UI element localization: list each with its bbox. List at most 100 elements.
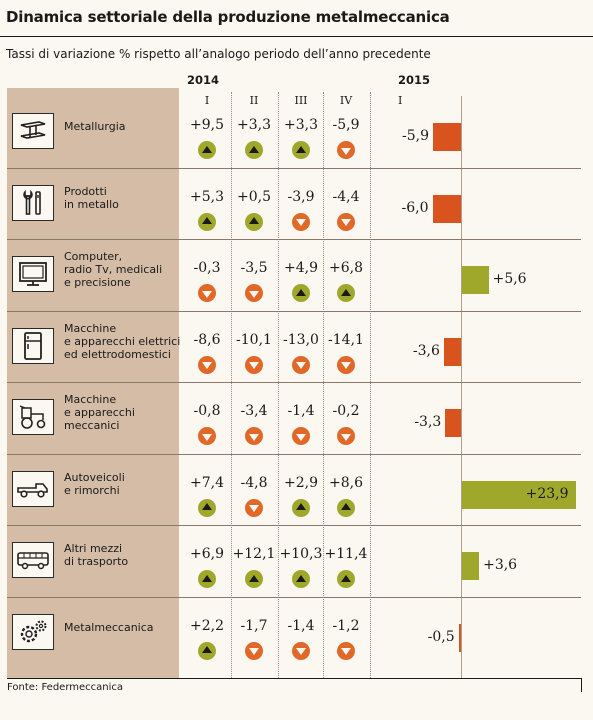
quarter-value: -5,9 bbox=[332, 117, 360, 133]
sector-label-line: e apparecchi bbox=[64, 406, 135, 419]
arrow-up-icon bbox=[198, 570, 216, 588]
chart-title: Dinamica settoriale della produzione met… bbox=[6, 8, 450, 26]
bar-value-label: -3,6 bbox=[412, 342, 440, 359]
sector-label: Macchine e apparecchi meccanici bbox=[64, 393, 135, 432]
column-separator bbox=[231, 92, 232, 678]
year-2014-header: 2014 bbox=[187, 73, 220, 87]
arrow-up-icon bbox=[198, 498, 216, 517]
arrow-down-icon bbox=[245, 427, 263, 445]
sector-label: Computer, radio Tv, medicali e precisione bbox=[64, 250, 162, 289]
quarter-value: -10,1 bbox=[236, 331, 272, 348]
quarter-value: -14,1 bbox=[328, 331, 364, 348]
arrow-up-icon bbox=[245, 570, 263, 588]
bus-icon bbox=[12, 542, 54, 578]
bar-2015 bbox=[432, 194, 461, 223]
quarter-value: +9,5 bbox=[190, 117, 224, 133]
quarter-value: +7,4 bbox=[190, 474, 224, 491]
arrow-up-icon bbox=[245, 141, 263, 159]
arrow-down-icon bbox=[337, 212, 355, 231]
arrow-down-icon bbox=[245, 284, 263, 302]
arrow-up-icon bbox=[245, 212, 263, 231]
sector-label-line: Prodotti bbox=[64, 184, 107, 198]
quarter-value: -3,5 bbox=[240, 260, 268, 276]
fridge-icon bbox=[12, 327, 54, 364]
quarter-value: +5,3 bbox=[190, 188, 224, 205]
arrow-up-icon bbox=[198, 641, 216, 660]
quarter-value: +3,3 bbox=[284, 117, 318, 133]
footer-rule bbox=[7, 678, 581, 679]
bar-2015 bbox=[462, 552, 480, 580]
sector-label-line: Metallurgia bbox=[64, 120, 126, 133]
quarter-value: -1,4 bbox=[287, 617, 315, 634]
arrow-down-icon bbox=[292, 212, 310, 231]
arrow-down-icon bbox=[245, 355, 263, 374]
quarter-value: -3,4 bbox=[240, 403, 268, 419]
tractor-icon bbox=[12, 399, 54, 435]
quarter-value: +2,2 bbox=[190, 617, 224, 634]
sector-label-line: di trasporto bbox=[64, 555, 129, 568]
quarter-value: +0,5 bbox=[237, 188, 271, 205]
quarter-value: +3,3 bbox=[237, 117, 271, 133]
arrow-down-icon bbox=[337, 427, 355, 445]
quarter-value: -1,2 bbox=[332, 617, 360, 634]
sector-label: Prodotti in metallo bbox=[64, 185, 119, 211]
sector-label-line: Computer, bbox=[64, 250, 123, 263]
arrow-up-icon bbox=[198, 212, 216, 231]
arrow-down-icon bbox=[337, 355, 355, 374]
row-separator bbox=[7, 167, 581, 169]
arrow-down-icon bbox=[198, 427, 216, 445]
quarter-value: -8,6 bbox=[193, 331, 221, 348]
arrow-down-icon bbox=[292, 427, 310, 445]
quarter-value: +2,9 bbox=[284, 474, 318, 491]
arrow-down-icon bbox=[337, 141, 355, 159]
arrow-down-icon bbox=[198, 284, 216, 302]
bar-2015 bbox=[462, 266, 489, 294]
steel-beam-icon bbox=[12, 113, 54, 149]
sector-label-line: e apparecchi elettrici bbox=[64, 334, 181, 348]
bar-value-label: +23,9 bbox=[525, 485, 569, 502]
quarter-value: -1,4 bbox=[287, 403, 315, 419]
sector-label: Autoveicoli e rimorchi bbox=[64, 471, 125, 497]
quarter-value: +10,3 bbox=[279, 546, 323, 562]
zero-axis bbox=[461, 96, 462, 678]
quarter-value: +8,6 bbox=[329, 474, 363, 491]
arrow-down-icon bbox=[337, 641, 355, 660]
bar-2015 bbox=[458, 623, 461, 652]
quarter-value: +11,4 bbox=[324, 546, 368, 562]
bar-value-label: +5,6 bbox=[492, 271, 527, 287]
truck-icon bbox=[12, 470, 54, 507]
row-separator bbox=[7, 525, 581, 526]
quarter-value: -13,0 bbox=[283, 331, 319, 348]
sector-label: Macchine e apparecchi elettrici ed elettro… bbox=[64, 322, 180, 361]
bar-2015 bbox=[432, 123, 461, 151]
bar-value-label: -5,9 bbox=[401, 128, 429, 144]
column-separator bbox=[323, 92, 324, 678]
wrench-icon bbox=[12, 184, 54, 221]
arrow-up-icon bbox=[198, 141, 216, 159]
sector-label-line: Macchine bbox=[64, 321, 117, 335]
arrow-up-icon bbox=[337, 498, 355, 517]
row-separator bbox=[7, 382, 581, 383]
quarter-value: -0,8 bbox=[193, 403, 221, 419]
chart-subtitle: Tassi di variazione % rispetto all’analo… bbox=[6, 47, 431, 61]
sector-label: Altri mezzi di trasporto bbox=[64, 542, 128, 568]
row-separator bbox=[7, 310, 581, 312]
monitor-icon bbox=[12, 256, 54, 292]
bar-value-label: -6,0 bbox=[401, 199, 429, 216]
arrow-down-icon bbox=[198, 355, 216, 374]
quarter-value: -0,2 bbox=[332, 403, 360, 419]
arrow-up-icon bbox=[292, 570, 310, 588]
arrow-down-icon bbox=[292, 355, 310, 374]
quarter-header-1: I bbox=[204, 94, 210, 107]
quarter-value: -0,3 bbox=[193, 260, 221, 276]
bar-value-label: -0,5 bbox=[427, 628, 455, 645]
quarter-value: -3,9 bbox=[287, 188, 315, 205]
sector-label-line: radio Tv, medicali bbox=[64, 263, 163, 276]
row-separator bbox=[7, 453, 581, 455]
bar-2015 bbox=[443, 337, 461, 366]
sector-label: Metallurgia bbox=[64, 120, 126, 133]
quarter-header-4: IV bbox=[339, 94, 353, 107]
arrow-down-icon bbox=[245, 641, 263, 660]
sector-label-line: Altri mezzi bbox=[64, 542, 123, 555]
quarter-value: +12,1 bbox=[232, 546, 276, 562]
